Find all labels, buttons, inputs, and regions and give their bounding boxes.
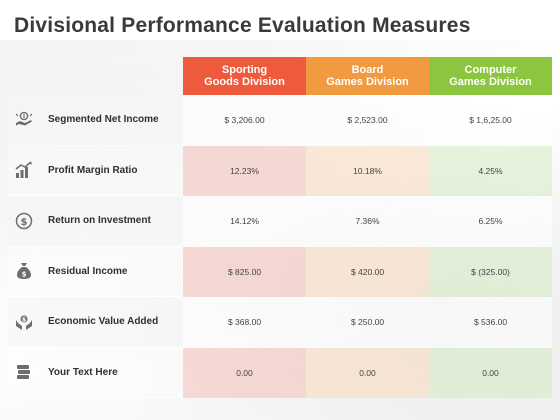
column-header-computer: Computer Games Division bbox=[429, 57, 552, 95]
table-cell: 12.23% bbox=[183, 145, 306, 196]
table-cell: 4.25% bbox=[429, 145, 552, 196]
column-header-line2: Goods Division bbox=[204, 76, 285, 88]
growth-chart-icon bbox=[13, 159, 35, 181]
svg-text:$: $ bbox=[22, 316, 26, 323]
page-title: Divisional Performance Evaluation Measur… bbox=[14, 14, 471, 37]
table-cell: $ 368.00 bbox=[183, 297, 306, 348]
table-row: Your Text Here 0.00 0.00 0.00 bbox=[8, 347, 553, 398]
row-label: Return on Investment bbox=[48, 215, 151, 227]
table-cell: 0.00 bbox=[429, 347, 552, 398]
table-row: $ Economic Value Added $ 368.00 $ 250.00… bbox=[8, 297, 553, 348]
table-cell: $ 3,206.00 bbox=[183, 95, 306, 146]
column-header-line1: Sporting bbox=[221, 64, 268, 76]
row-label: Residual Income bbox=[48, 265, 128, 277]
row-label-cell: Segmented Net Income bbox=[8, 95, 183, 146]
table-row: $ Return on Investment 14.12% 7.36% 6.25… bbox=[8, 196, 553, 247]
table-cell: $ 825.00 bbox=[183, 246, 306, 297]
header-spacer bbox=[8, 57, 183, 95]
table-cell: 7.36% bbox=[306, 196, 429, 247]
table-cell: $ 1,6,25.00 bbox=[429, 95, 552, 146]
table-cell: 0.00 bbox=[306, 347, 429, 398]
svg-text:$: $ bbox=[22, 271, 27, 279]
column-header-line2: Games Division bbox=[449, 76, 532, 88]
table-cell: 10.18% bbox=[306, 145, 429, 196]
table-cell: 14.12% bbox=[183, 196, 306, 247]
table-cell: $ 420.00 bbox=[306, 246, 429, 297]
svg-text:$: $ bbox=[21, 217, 28, 228]
money-stack-icon bbox=[13, 361, 35, 383]
column-header-line1: Board bbox=[351, 64, 384, 76]
row-label-cell: $ Residual Income bbox=[8, 246, 183, 297]
table-cell: 0.00 bbox=[183, 347, 306, 398]
row-label-cell: Your Text Here bbox=[8, 347, 183, 398]
hands-dollar-icon: $ bbox=[13, 311, 35, 333]
money-bag-icon: $ bbox=[13, 260, 35, 282]
row-label: Segmented Net Income bbox=[48, 114, 159, 126]
hand-dollar-icon bbox=[13, 109, 35, 131]
table-row: $ Residual Income $ 825.00 $ 420.00 $ (3… bbox=[8, 246, 553, 297]
row-label-cell: $ Return on Investment bbox=[8, 196, 183, 247]
table-row: Segmented Net Income $ 3,206.00 $ 2,523.… bbox=[8, 95, 553, 146]
table-cell: $ 536.00 bbox=[429, 297, 552, 348]
evaluation-table: Sporting Goods Division Board Games Divisi… bbox=[8, 57, 553, 398]
table-cell: $ (325.00) bbox=[429, 246, 552, 297]
table-cell: 6.25% bbox=[429, 196, 552, 247]
table-header-row: Sporting Goods Division Board Games Divisi… bbox=[8, 57, 553, 95]
dollar-cycle-icon: $ bbox=[13, 210, 35, 232]
column-header-sporting: Sporting Goods Division bbox=[183, 57, 306, 95]
column-header-board: Board Games Division bbox=[306, 57, 429, 95]
row-label-cell: $ Economic Value Added bbox=[8, 297, 183, 348]
row-label: Economic Value Added bbox=[48, 316, 159, 328]
row-label-cell: Profit Margin Ratio bbox=[8, 145, 183, 196]
table-cell: $ 250.00 bbox=[306, 297, 429, 348]
table-row: Profit Margin Ratio 12.23% 10.18% 4.25% bbox=[8, 145, 553, 196]
row-label: Profit Margin Ratio bbox=[48, 164, 138, 176]
column-header-line1: Computer bbox=[464, 64, 517, 76]
row-label: Your Text Here bbox=[48, 366, 118, 378]
table-cell: $ 2,523.00 bbox=[306, 95, 429, 146]
column-header-line2: Games Division bbox=[326, 76, 409, 88]
